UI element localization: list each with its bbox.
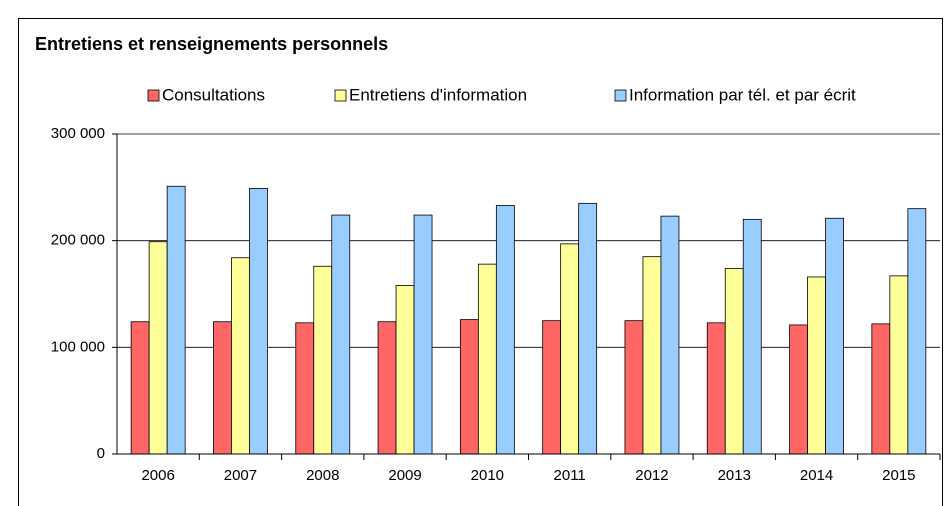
bar: [825, 217, 844, 455]
bar: [377, 321, 397, 455]
bar: [642, 256, 662, 455]
bar: [148, 241, 168, 455]
bar: [313, 265, 333, 455]
bar: [495, 205, 515, 455]
legend-swatch: [147, 89, 160, 102]
bar: [724, 267, 744, 455]
x-tick-label: 2012: [635, 467, 668, 484]
x-tick-label: 2015: [882, 467, 915, 484]
bar: [542, 320, 562, 455]
x-tick-label: 2010: [471, 467, 504, 484]
chart-frame: [18, 18, 943, 506]
bar: [871, 323, 891, 455]
bar: [742, 218, 762, 455]
y-tick-label: 0: [97, 445, 105, 462]
bar: [231, 257, 250, 455]
y-tick-label: 300 000: [51, 125, 105, 142]
bar: [395, 285, 415, 455]
bar: [477, 263, 497, 455]
bar: [907, 208, 927, 455]
x-tick-label: 2009: [388, 467, 421, 484]
chart-title: Entretiens et renseignements personnels: [35, 34, 388, 54]
legend-label: Entretiens d'information: [349, 85, 527, 104]
legend-label: Information par tél. et par écrit: [629, 85, 856, 104]
x-tick-label: 2014: [800, 467, 833, 484]
bar: [413, 214, 433, 455]
bar: [331, 214, 351, 455]
bar: [249, 187, 268, 455]
bar: [706, 322, 726, 455]
legend-swatch: [334, 89, 347, 102]
y-tick-label: 100 000: [51, 338, 105, 355]
y-tick-label: 200 000: [51, 232, 105, 249]
bar: [789, 324, 808, 455]
bar: [660, 215, 680, 455]
bar: [807, 276, 826, 455]
x-tick-label: 2013: [718, 467, 751, 484]
x-tick-label: 2011: [554, 467, 586, 484]
bar: [166, 185, 186, 455]
bar: [130, 321, 150, 455]
bar: [560, 243, 580, 455]
bar: [213, 321, 232, 455]
bar: [459, 319, 479, 455]
x-tick-label: 2008: [306, 467, 339, 484]
legend-swatch: [614, 89, 627, 102]
legend-label: Consultations: [162, 85, 265, 104]
x-tick-label: 2007: [224, 467, 257, 484]
bar: [889, 275, 909, 455]
bar: [295, 322, 315, 455]
x-tick-label: 2006: [141, 467, 174, 484]
bar: [578, 202, 598, 455]
bar: [624, 320, 644, 455]
